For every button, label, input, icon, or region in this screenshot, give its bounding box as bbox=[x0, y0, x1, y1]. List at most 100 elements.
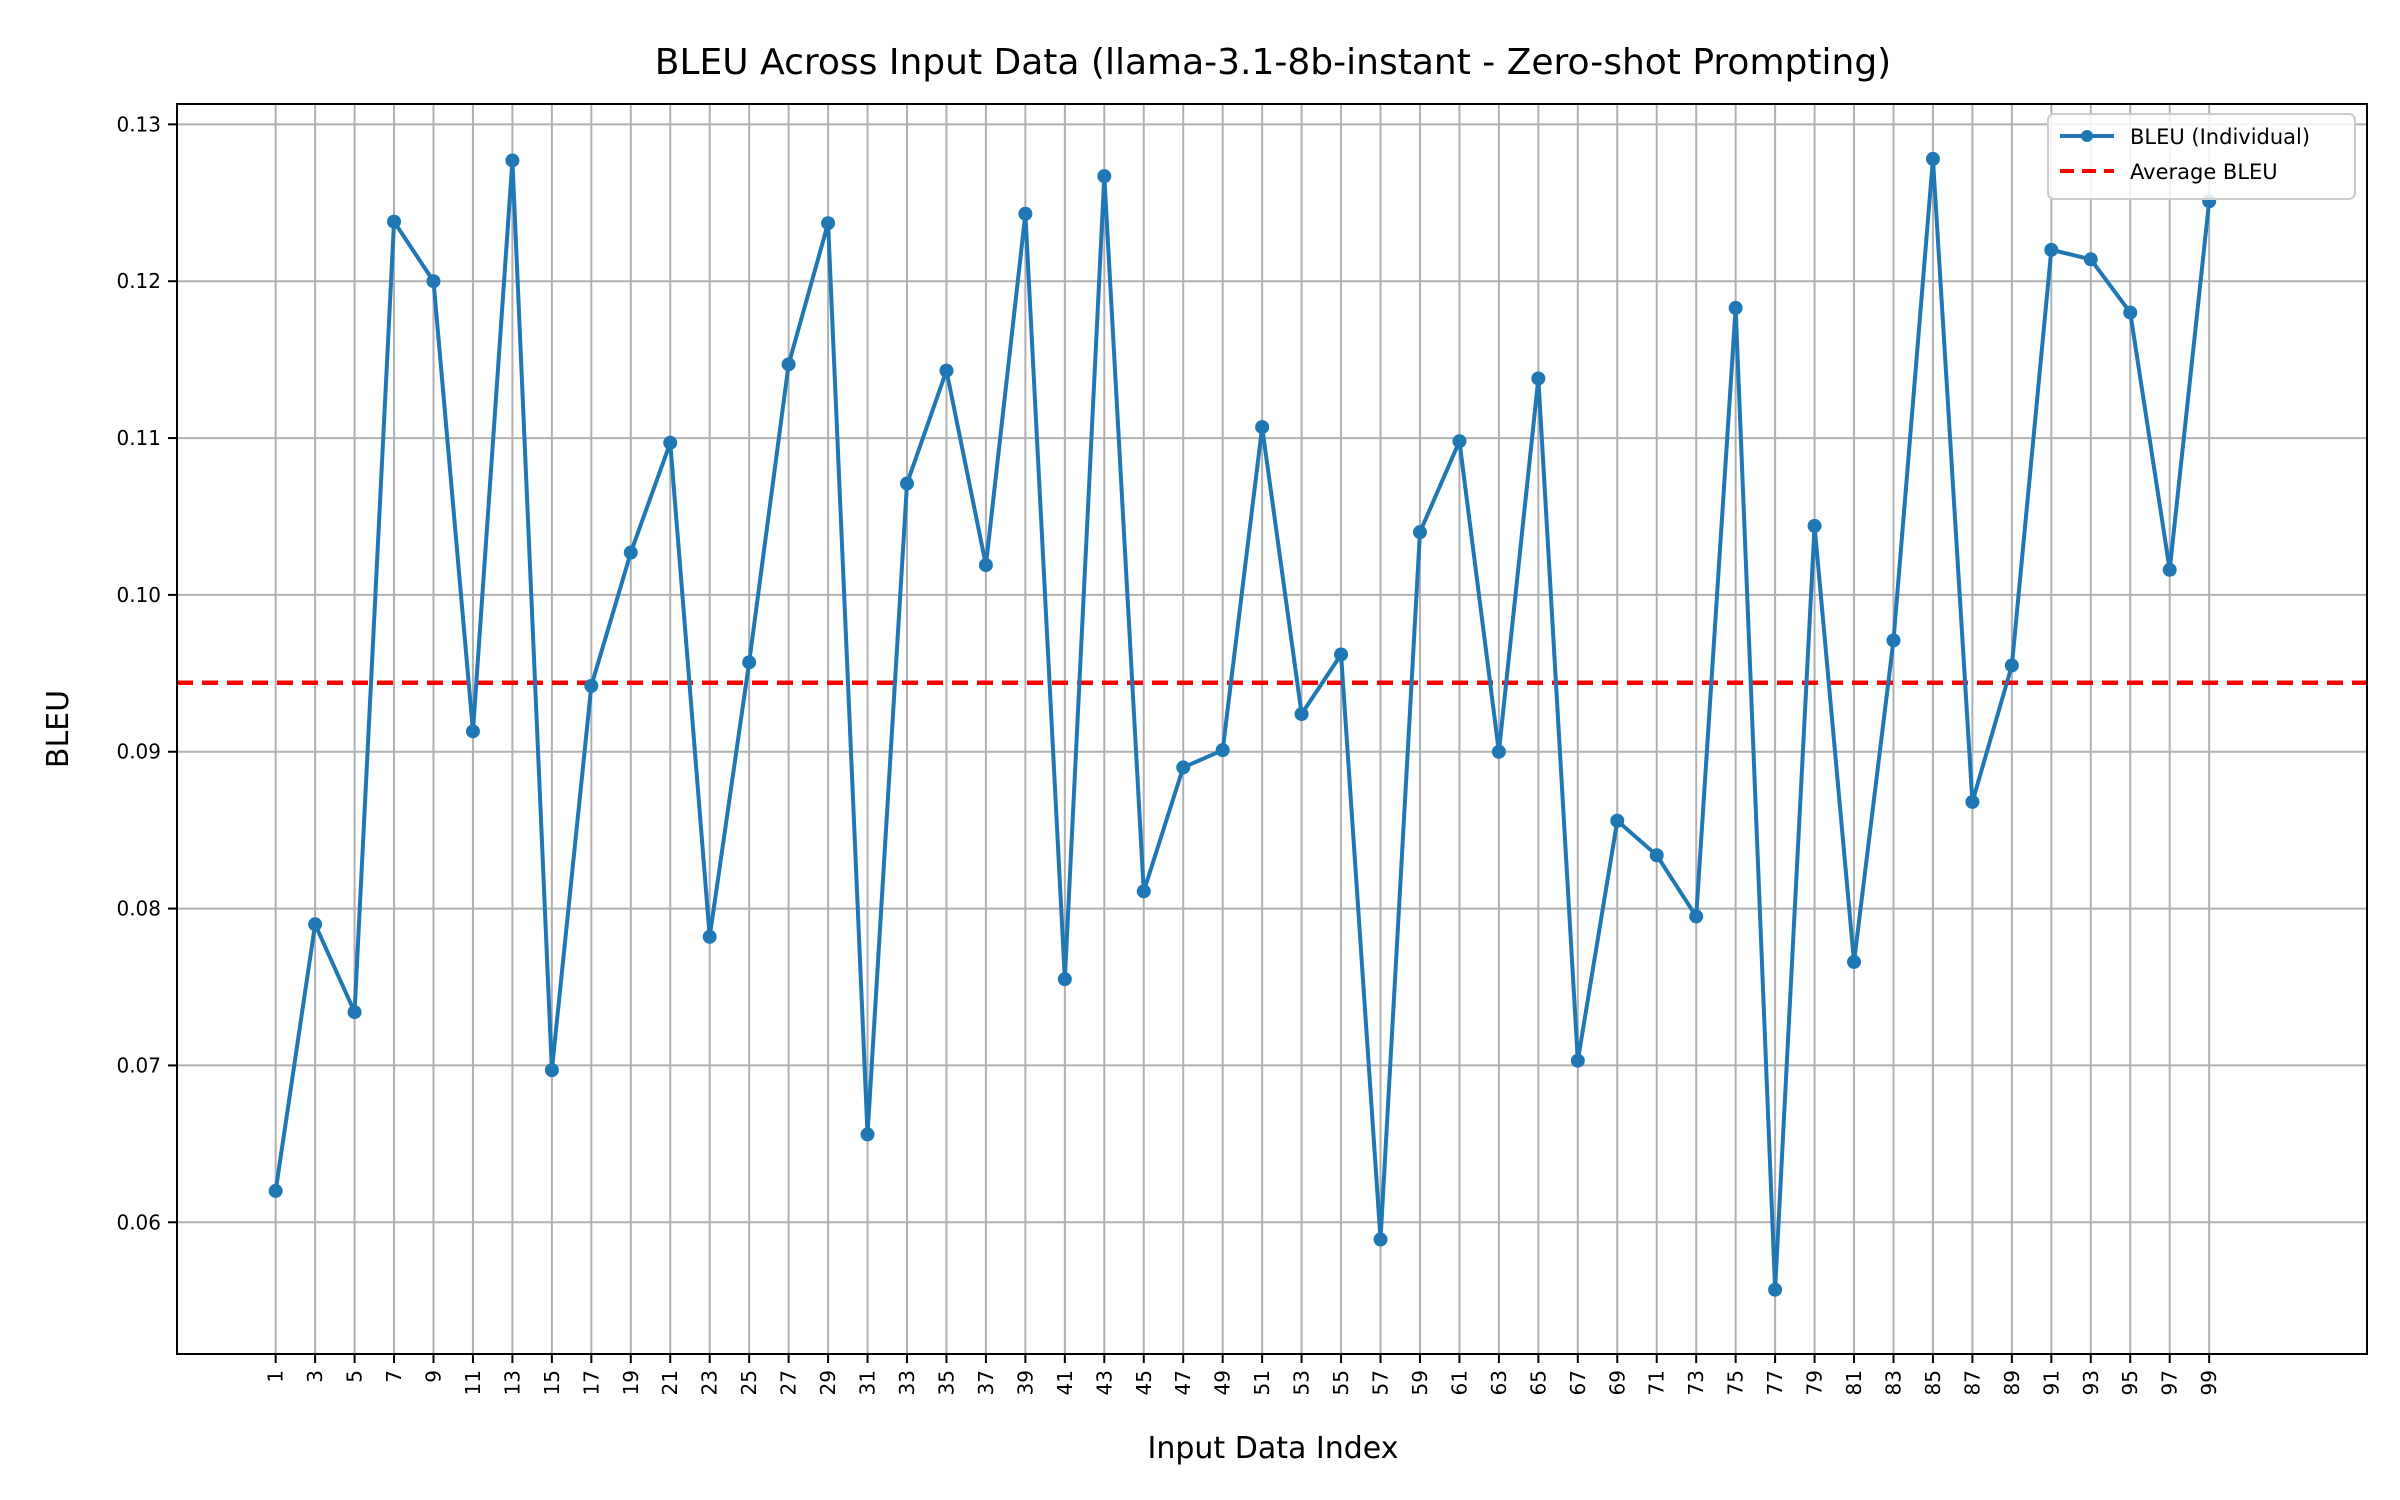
bleu-point bbox=[1176, 760, 1191, 775]
bleu-point bbox=[663, 435, 678, 450]
bleu-point bbox=[465, 724, 480, 739]
bleu-point bbox=[1886, 633, 1901, 648]
x-tick-label: 7 bbox=[382, 1370, 406, 1383]
bleu-point bbox=[1491, 744, 1506, 759]
x-tick-label: 77 bbox=[1763, 1370, 1787, 1395]
bleu-point bbox=[268, 1183, 283, 1198]
x-tick-label: 91 bbox=[2039, 1370, 2063, 1395]
bleu-point bbox=[1531, 371, 1546, 386]
bleu-point bbox=[978, 558, 993, 573]
x-tick-label: 33 bbox=[895, 1370, 919, 1395]
bleu-point bbox=[1373, 1232, 1388, 1247]
legend-average-label: Average BLEU bbox=[2130, 160, 2278, 184]
x-tick-label: 99 bbox=[2197, 1370, 2221, 1395]
x-tick-label: 61 bbox=[1447, 1370, 1471, 1395]
bleu-point bbox=[702, 929, 717, 944]
chart-title: BLEU Across Input Data (llama-3.1-8b-ins… bbox=[655, 42, 1891, 83]
legend-series-label: BLEU (Individual) bbox=[2130, 125, 2310, 149]
bleu-point bbox=[1255, 420, 1270, 435]
bleu-point bbox=[505, 153, 520, 168]
y-tick-label: 0.06 bbox=[116, 1210, 161, 1234]
bleu-point bbox=[742, 655, 757, 670]
x-tick-label: 41 bbox=[1053, 1370, 1077, 1395]
x-tick-label: 29 bbox=[816, 1370, 840, 1395]
bleu-point bbox=[1847, 954, 1862, 969]
bleu-point bbox=[1807, 518, 1822, 533]
x-axis-ticks: 1 3 5 7 9 11 13 15 17 19 21 23 25 27 29 31 33 35 37 39 41 43 4… bbox=[264, 1354, 2221, 1395]
bleu-point bbox=[2044, 242, 2059, 257]
bleu-point bbox=[1689, 909, 1704, 924]
x-tick-label: 65 bbox=[1526, 1370, 1550, 1395]
x-tick-label: 11 bbox=[461, 1370, 485, 1395]
bleu-point bbox=[781, 357, 796, 372]
x-tick-label: 49 bbox=[1211, 1370, 1235, 1395]
bleu-point bbox=[544, 1063, 559, 1078]
x-tick-label: 9 bbox=[421, 1370, 445, 1383]
y-axis-ticks: 0.06 0.07 0.08 0.09 0.10 0.11 0.12 0.13 bbox=[116, 112, 177, 1234]
y-tick-label: 0.07 bbox=[116, 1053, 161, 1077]
x-tick-label: 55 bbox=[1329, 1370, 1353, 1395]
x-tick-label: 87 bbox=[1960, 1370, 1984, 1395]
x-tick-label: 83 bbox=[1881, 1370, 1905, 1395]
bleu-point bbox=[1728, 300, 1743, 315]
x-tick-label: 97 bbox=[2158, 1370, 2182, 1395]
x-tick-label: 1 bbox=[264, 1370, 288, 1383]
legend-series-marker bbox=[2081, 130, 2093, 142]
bleu-point bbox=[1925, 151, 1940, 166]
bleu-point bbox=[1965, 794, 1980, 809]
y-tick-label: 0.09 bbox=[116, 740, 161, 764]
x-tick-label: 79 bbox=[1803, 1370, 1827, 1395]
x-tick-label: 51 bbox=[1250, 1370, 1274, 1395]
bleu-point bbox=[1768, 1282, 1783, 1297]
bleu-point bbox=[1452, 434, 1467, 449]
x-tick-label: 27 bbox=[777, 1370, 801, 1395]
x-tick-label: 47 bbox=[1171, 1370, 1195, 1395]
bleu-point bbox=[1215, 743, 1230, 758]
x-tick-label: 81 bbox=[1842, 1370, 1866, 1395]
bleu-point bbox=[1294, 707, 1309, 722]
legend-box bbox=[2047, 113, 2356, 200]
y-tick-label: 0.11 bbox=[116, 426, 161, 450]
bleu-point bbox=[1057, 972, 1072, 987]
x-tick-label: 35 bbox=[934, 1370, 958, 1395]
bleu-point bbox=[2083, 252, 2098, 267]
bleu-point bbox=[347, 1005, 362, 1020]
x-tick-label: 73 bbox=[1684, 1370, 1708, 1395]
bleu-point bbox=[1136, 884, 1151, 899]
x-tick-label: 59 bbox=[1408, 1370, 1432, 1395]
bleu-point bbox=[1097, 169, 1112, 184]
bleu-point bbox=[1334, 647, 1349, 662]
x-tick-label: 63 bbox=[1487, 1370, 1511, 1395]
x-tick-label: 5 bbox=[343, 1370, 367, 1383]
y-tick-label: 0.10 bbox=[116, 583, 161, 607]
x-tick-label: 19 bbox=[619, 1370, 643, 1395]
x-axis-label: Input Data Index bbox=[1148, 1431, 1399, 1466]
x-tick-label: 23 bbox=[698, 1370, 722, 1395]
bleu-point bbox=[2004, 658, 2019, 673]
bleu-point bbox=[1610, 813, 1625, 828]
x-tick-label: 71 bbox=[1645, 1370, 1669, 1395]
x-tick-label: 75 bbox=[1724, 1370, 1748, 1395]
x-tick-label: 57 bbox=[1369, 1370, 1393, 1395]
bleu-point bbox=[860, 1127, 875, 1142]
y-tick-label: 0.12 bbox=[116, 269, 161, 293]
bleu-point bbox=[939, 363, 954, 378]
bleu-point bbox=[2123, 305, 2138, 320]
bleu-point bbox=[1018, 206, 1033, 221]
bleu-point bbox=[426, 274, 441, 289]
x-tick-label: 67 bbox=[1566, 1370, 1590, 1395]
bleu-point bbox=[2162, 562, 2177, 577]
grid-lines bbox=[177, 104, 2367, 1354]
x-tick-label: 93 bbox=[2079, 1370, 2103, 1395]
bleu-point bbox=[900, 476, 914, 491]
x-tick-label: 3 bbox=[303, 1370, 327, 1383]
x-tick-label: 31 bbox=[856, 1370, 880, 1395]
x-tick-label: 13 bbox=[500, 1370, 524, 1395]
bleu-series-line bbox=[273, 156, 2212, 1292]
x-tick-label: 53 bbox=[1290, 1370, 1314, 1395]
plot-frame bbox=[176, 103, 2368, 1355]
x-tick-label: 21 bbox=[658, 1370, 682, 1395]
x-tick-label: 43 bbox=[1092, 1370, 1116, 1395]
